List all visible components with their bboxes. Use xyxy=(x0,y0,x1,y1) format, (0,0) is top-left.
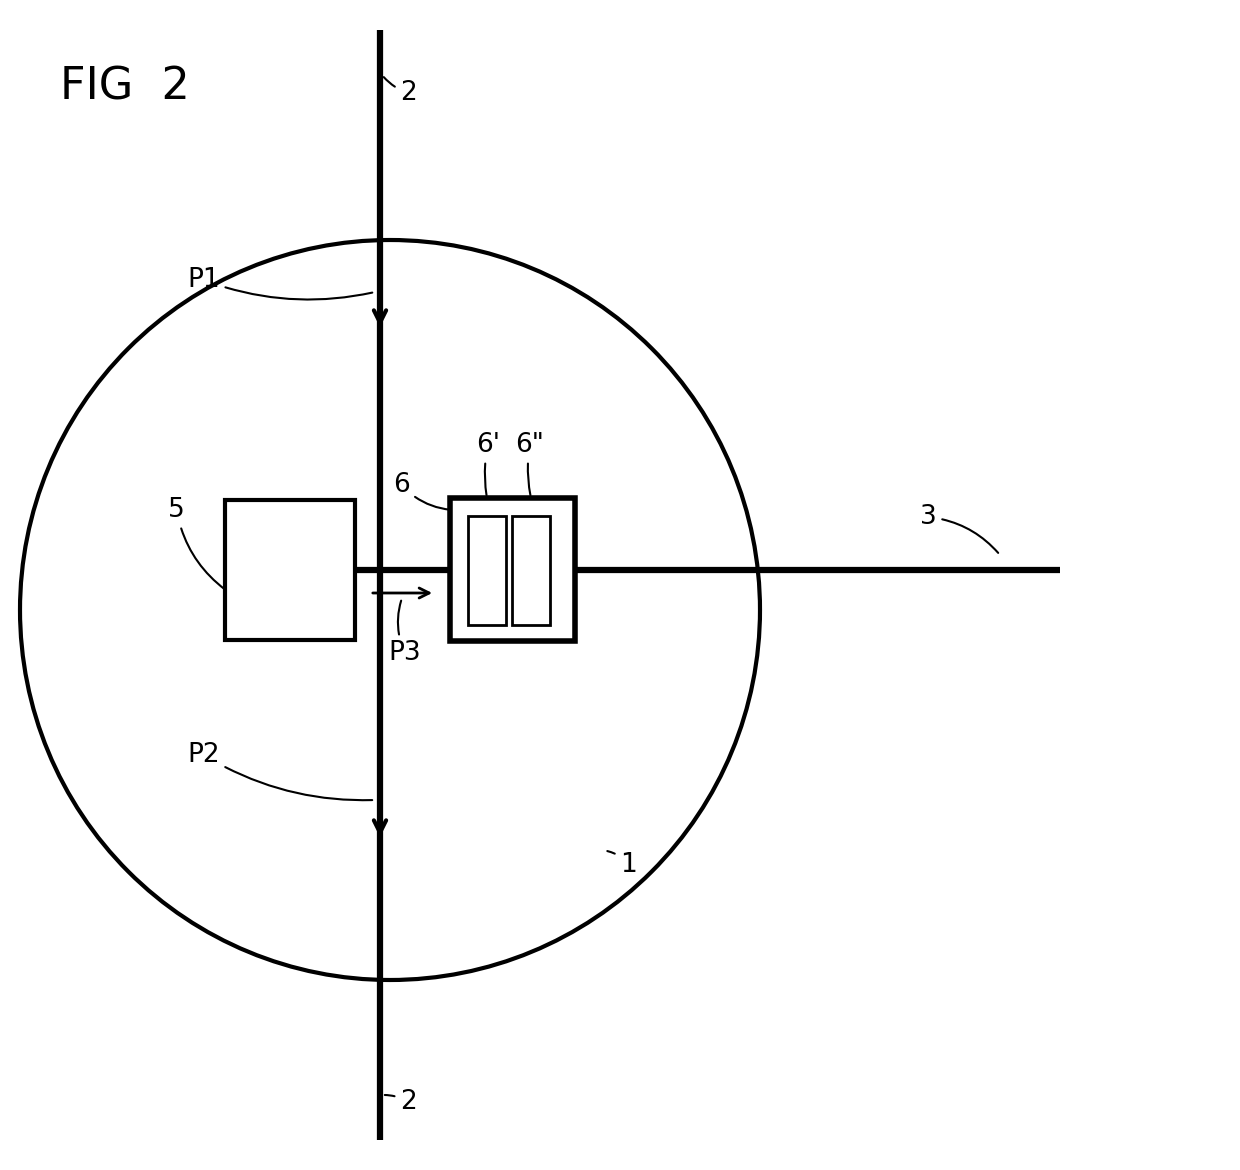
Text: 6': 6' xyxy=(476,432,500,495)
Text: 1: 1 xyxy=(608,851,637,878)
Bar xyxy=(450,498,575,641)
Text: 6": 6" xyxy=(516,432,544,495)
Bar xyxy=(224,500,355,640)
Text: P3: P3 xyxy=(388,600,422,666)
Text: FIG  2: FIG 2 xyxy=(60,66,190,108)
Text: 3: 3 xyxy=(920,504,998,553)
Text: P1: P1 xyxy=(187,267,372,300)
Text: P2: P2 xyxy=(187,742,372,800)
Text: 2: 2 xyxy=(384,1089,417,1115)
Text: 6: 6 xyxy=(393,472,450,510)
Bar xyxy=(512,516,551,625)
Bar xyxy=(467,516,506,625)
Text: 5: 5 xyxy=(169,497,224,590)
Text: 2: 2 xyxy=(384,77,417,106)
